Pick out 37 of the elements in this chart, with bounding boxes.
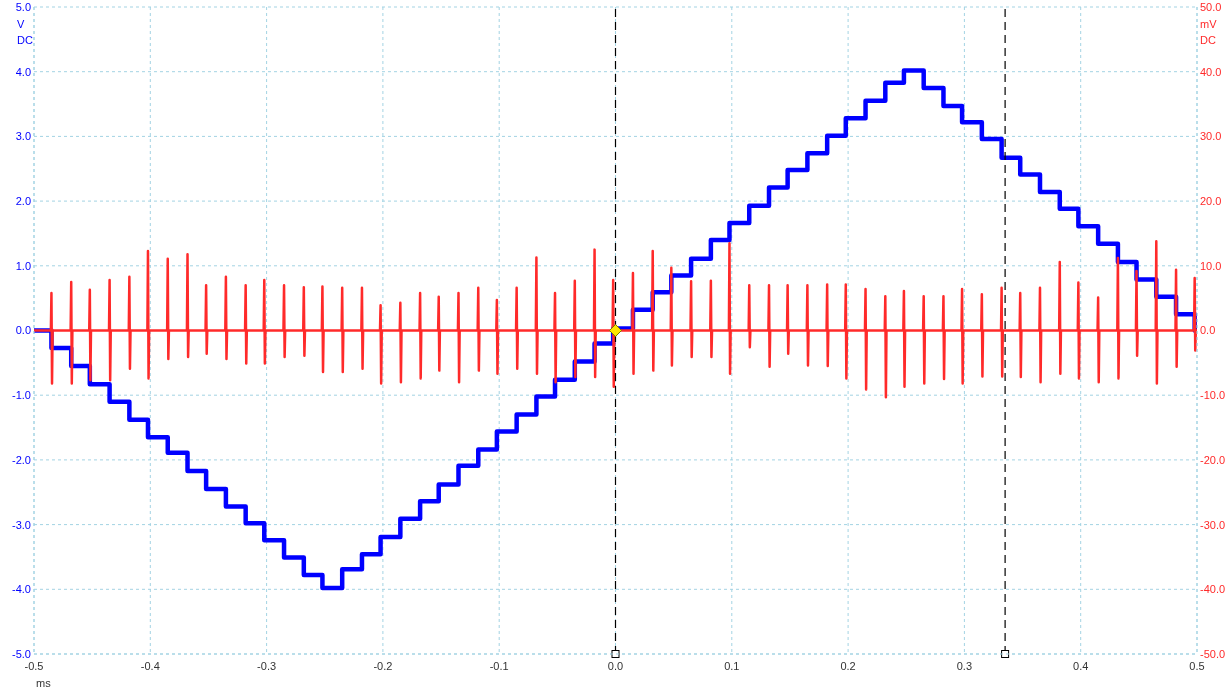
x-tick-label: 0.0 bbox=[607, 659, 624, 672]
y-tick-label: 3.0 bbox=[15, 130, 31, 143]
x-tick-label: -0.1 bbox=[489, 659, 509, 672]
y-tick-label: -1.0 bbox=[12, 389, 31, 402]
y-tick-label: 1.0 bbox=[15, 259, 31, 272]
y2-tick-label: 0.0 bbox=[1200, 324, 1216, 337]
x-tick-label: -0.5 bbox=[24, 659, 44, 672]
y2-tick-label: 40.0 bbox=[1200, 65, 1222, 78]
x-tick-label: 0.4 bbox=[1073, 659, 1089, 672]
y-tick-label: 2.0 bbox=[15, 195, 31, 208]
y2-tick-label: -10.0 bbox=[1200, 389, 1226, 402]
line-series bbox=[34, 239, 1197, 399]
x-tick-label: 0.1 bbox=[724, 659, 740, 672]
y2-tick-label: 10.0 bbox=[1200, 259, 1222, 272]
y-tick-label: -4.0 bbox=[12, 583, 31, 596]
x-tick-label: -0.4 bbox=[140, 659, 160, 672]
x-tick-label: -0.3 bbox=[257, 659, 277, 672]
x-tick-label: 0.3 bbox=[956, 659, 973, 672]
y2-tick-label: -20.0 bbox=[1200, 453, 1226, 466]
y-tick-label: -3.0 bbox=[12, 518, 31, 531]
y-tick-label: -2.0 bbox=[12, 453, 31, 466]
y2-tick-label: 50.0 bbox=[1200, 0, 1222, 13]
y2-tick-label: -30.0 bbox=[1200, 518, 1226, 531]
y2-tick-label: -40.0 bbox=[1200, 583, 1226, 596]
y2-tick-label: -50.0 bbox=[1200, 647, 1226, 660]
x-tick-label: 0.2 bbox=[840, 659, 856, 672]
y-tick-label: -5.0 bbox=[12, 647, 31, 660]
x-tick-label: -0.2 bbox=[373, 659, 393, 672]
y-tick-label: 4.0 bbox=[15, 65, 31, 78]
x-tick-label: 0.5 bbox=[1189, 659, 1205, 672]
y-axis-title: V DC bbox=[17, 17, 33, 48]
y-tick-label: 0.0 bbox=[15, 324, 31, 337]
y-tick-label: 5.0 bbox=[15, 0, 31, 13]
x-axis-title: ms bbox=[36, 676, 51, 691]
y2-tick-label: 20.0 bbox=[1200, 195, 1222, 208]
y2-axis-title: mV DC bbox=[1200, 17, 1217, 48]
y2-tick-label: 30.0 bbox=[1200, 130, 1222, 143]
